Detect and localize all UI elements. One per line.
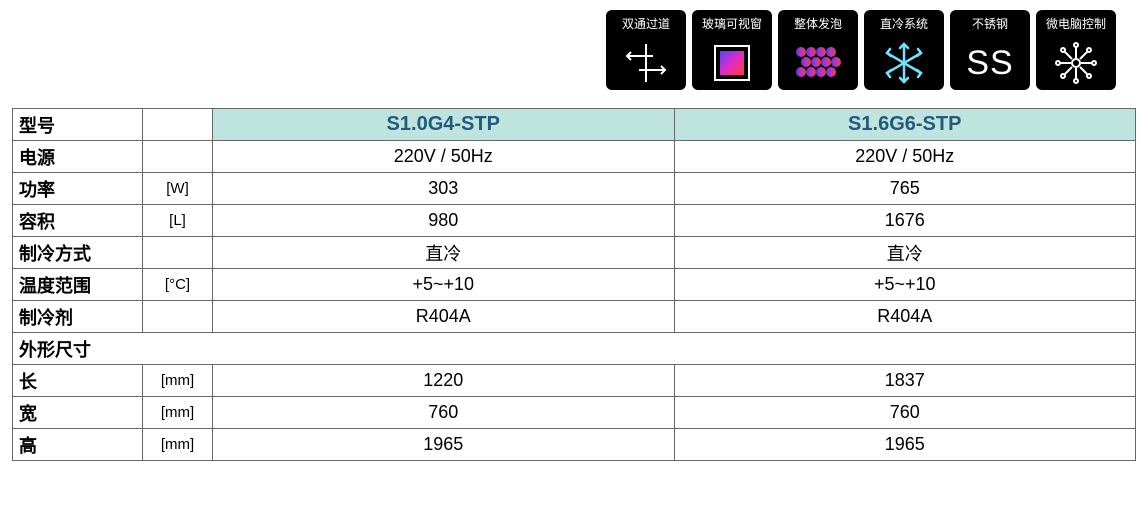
feature-badge-row: 双通过道 玻璃可视窗 xyxy=(12,10,1136,90)
feature-label: 整体发泡 xyxy=(794,15,842,32)
model-head-2: S1.6G6-STP xyxy=(674,109,1136,141)
row-unit: [mm] xyxy=(143,365,213,397)
table-header-row: 型号 S1.0G4-STP S1.6G6-STP xyxy=(13,109,1136,141)
row-val: 303 xyxy=(213,173,675,205)
row-val: 直冷 xyxy=(213,237,675,269)
cross-arrows-icon xyxy=(606,36,686,90)
row-unit xyxy=(143,301,213,333)
row-val: R404A xyxy=(674,301,1136,333)
circuit-icon xyxy=(1036,36,1116,90)
row-val: 220V / 50Hz xyxy=(674,141,1136,173)
feature-badge-glass-window: 玻璃可视窗 xyxy=(692,10,772,90)
row-unit xyxy=(143,141,213,173)
row-unit: [mm] xyxy=(143,429,213,461)
feature-badge-direct-cool: 直冷系统 xyxy=(864,10,944,90)
row-val: 1676 xyxy=(674,205,1136,237)
feature-label: 双通过道 xyxy=(622,15,670,32)
row-unit: [°C] xyxy=(143,269,213,301)
feature-badge-dual-pass: 双通过道 xyxy=(606,10,686,90)
row-val: R404A xyxy=(213,301,675,333)
row-val: +5~+10 xyxy=(674,269,1136,301)
row-val: 980 xyxy=(213,205,675,237)
feature-label: 玻璃可视窗 xyxy=(702,15,762,32)
spec-table: 型号 S1.0G4-STP S1.6G6-STP 电源 220V / 50Hz … xyxy=(12,108,1136,461)
table-row: 制冷方式 直冷 直冷 xyxy=(13,237,1136,269)
row-val: 1965 xyxy=(213,429,675,461)
feature-badge-stainless: 不锈钢 SS xyxy=(950,10,1030,90)
header-unit-blank xyxy=(143,109,213,141)
feature-label: 直冷系统 xyxy=(880,15,928,32)
row-label: 功率 xyxy=(13,173,143,205)
row-unit: [L] xyxy=(143,205,213,237)
header-label: 型号 xyxy=(13,109,143,141)
row-label: 高 xyxy=(13,429,143,461)
snowflake-icon xyxy=(864,36,944,90)
row-unit xyxy=(143,237,213,269)
section-row: 外形尺寸 xyxy=(13,333,1136,365)
ss-text-icon: SS xyxy=(950,36,1030,90)
gradient-square-icon xyxy=(692,36,772,90)
feature-label: 微电脑控制 xyxy=(1046,15,1106,32)
section-label: 外形尺寸 xyxy=(13,333,1136,365)
feature-label: 不锈钢 xyxy=(972,15,1008,32)
table-row: 电源 220V / 50Hz 220V / 50Hz xyxy=(13,141,1136,173)
row-val: 直冷 xyxy=(674,237,1136,269)
feature-badge-foam: 整体发泡 xyxy=(778,10,858,90)
row-val: 220V / 50Hz xyxy=(213,141,675,173)
row-val: +5~+10 xyxy=(213,269,675,301)
feature-badge-microcomputer: 微电脑控制 xyxy=(1036,10,1116,90)
row-unit: [mm] xyxy=(143,397,213,429)
row-label: 制冷方式 xyxy=(13,237,143,269)
model-head-1: S1.0G4-STP xyxy=(213,109,675,141)
row-label: 容积 xyxy=(13,205,143,237)
row-label: 宽 xyxy=(13,397,143,429)
row-val: 760 xyxy=(213,397,675,429)
foam-circles-icon xyxy=(778,36,858,90)
row-label: 电源 xyxy=(13,141,143,173)
table-row: 制冷剂 R404A R404A xyxy=(13,301,1136,333)
table-row: 功率 [W] 303 765 xyxy=(13,173,1136,205)
row-label: 制冷剂 xyxy=(13,301,143,333)
row-val: 765 xyxy=(674,173,1136,205)
row-val: 1965 xyxy=(674,429,1136,461)
table-row: 长 [mm] 1220 1837 xyxy=(13,365,1136,397)
row-val: 1220 xyxy=(213,365,675,397)
table-row: 温度范围 [°C] +5~+10 +5~+10 xyxy=(13,269,1136,301)
table-row: 容积 [L] 980 1676 xyxy=(13,205,1136,237)
row-val: 1837 xyxy=(674,365,1136,397)
row-label: 温度范围 xyxy=(13,269,143,301)
table-row: 宽 [mm] 760 760 xyxy=(13,397,1136,429)
row-val: 760 xyxy=(674,397,1136,429)
row-label: 长 xyxy=(13,365,143,397)
row-unit: [W] xyxy=(143,173,213,205)
table-row: 高 [mm] 1965 1965 xyxy=(13,429,1136,461)
